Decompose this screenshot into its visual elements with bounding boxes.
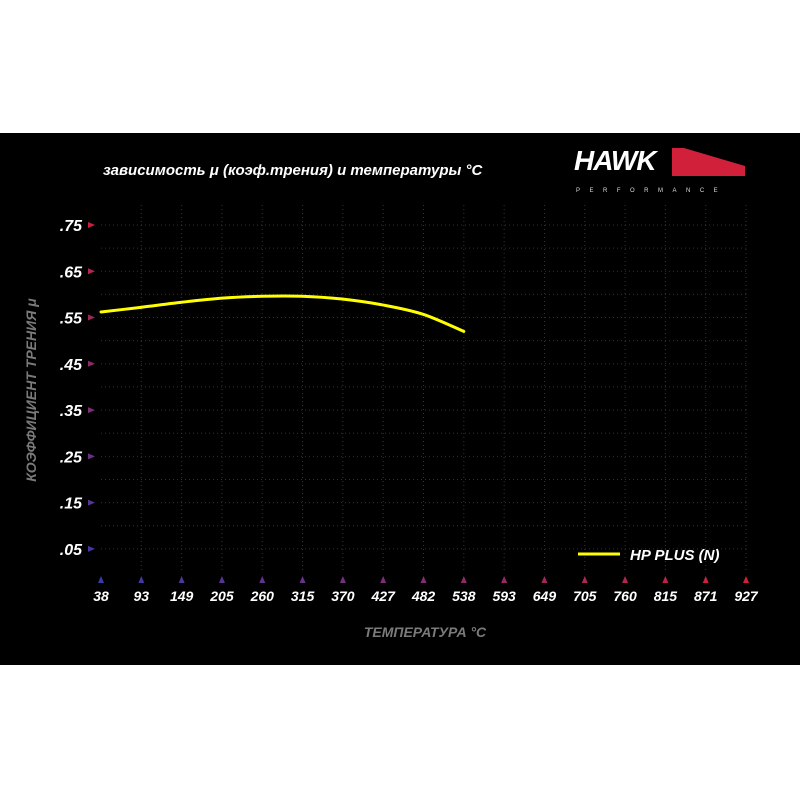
x-tick-label: 205 [209,588,234,604]
x-tick-label: 815 [654,588,678,604]
y-tick-label: .65 [60,264,83,281]
x-tick-marker [138,576,145,583]
x-tick-marker [622,576,629,583]
y-tick-marker [88,314,95,321]
chart-panel [0,133,800,665]
x-axis-label: ТЕМПЕРАТУРА °C [364,624,487,640]
logo-brand: HAWK [574,145,658,176]
grid [101,205,748,572]
x-tick-label: 370 [331,588,355,604]
chart-title: зависимость μ (коэф.трения) и температур… [103,162,483,179]
y-tick-marker [88,222,95,228]
y-tick-label: .35 [60,403,83,420]
y-tick-marker [88,453,95,460]
y-tick-label: .55 [60,311,83,328]
x-tick-label: 482 [411,588,436,604]
y-tick-label: .25 [60,449,83,466]
y-tick-marker [88,545,95,552]
x-tick-marker [541,576,548,583]
x-tick-marker [218,576,225,583]
y-tick-marker [88,407,95,414]
y-tick-marker [88,268,95,275]
x-tick-label: 427 [371,588,397,604]
y-tick-marker [88,499,95,506]
x-tick-marker [501,576,508,583]
x-tick-marker [98,576,104,583]
y-tick-label: .45 [60,357,83,374]
y-tick-label: .05 [60,542,83,559]
x-tick-marker [460,576,467,583]
legend-label: HP PLUS (N) [630,547,719,564]
x-tick-label: 538 [452,588,476,604]
series-line-hp-plus [99,294,466,333]
x-tick-label: 260 [250,588,275,604]
x-tick-marker [702,576,709,583]
x-tick-label: 927 [734,588,759,604]
x-tick-label: 760 [613,588,637,604]
y-tick-label: .15 [60,496,83,513]
x-tick-label: 149 [170,588,194,604]
x-tick-label: 38 [93,588,109,604]
x-tick-label: 649 [533,588,557,604]
x-tick-marker [581,576,588,583]
x-tick-marker [380,576,387,583]
x-tick-marker [662,576,669,583]
logo-wing-icon [672,148,745,176]
x-tick-marker [259,576,266,583]
x-tick-marker [178,576,185,583]
x-tick-label: 871 [694,588,718,604]
x-tick-label: 315 [291,588,315,604]
x-tick-marker [743,576,749,583]
x-tick-marker [339,576,346,583]
y-tick-label: .75 [60,218,83,235]
x-tick-label: 93 [134,588,150,604]
logo-sub: PERFORMANCE [576,188,727,194]
hawk-logo: HAWK PERFORMANCE [574,145,745,194]
y-tick-marker [88,360,95,367]
y-axis-label: КОЭФФИЦИЕНТ ТРЕНИЯ μ [23,298,39,482]
x-tick-label: 593 [492,588,516,604]
x-tick-marker [299,576,306,583]
x-tick-marker [420,576,427,583]
x-tick-label: 705 [573,588,597,604]
